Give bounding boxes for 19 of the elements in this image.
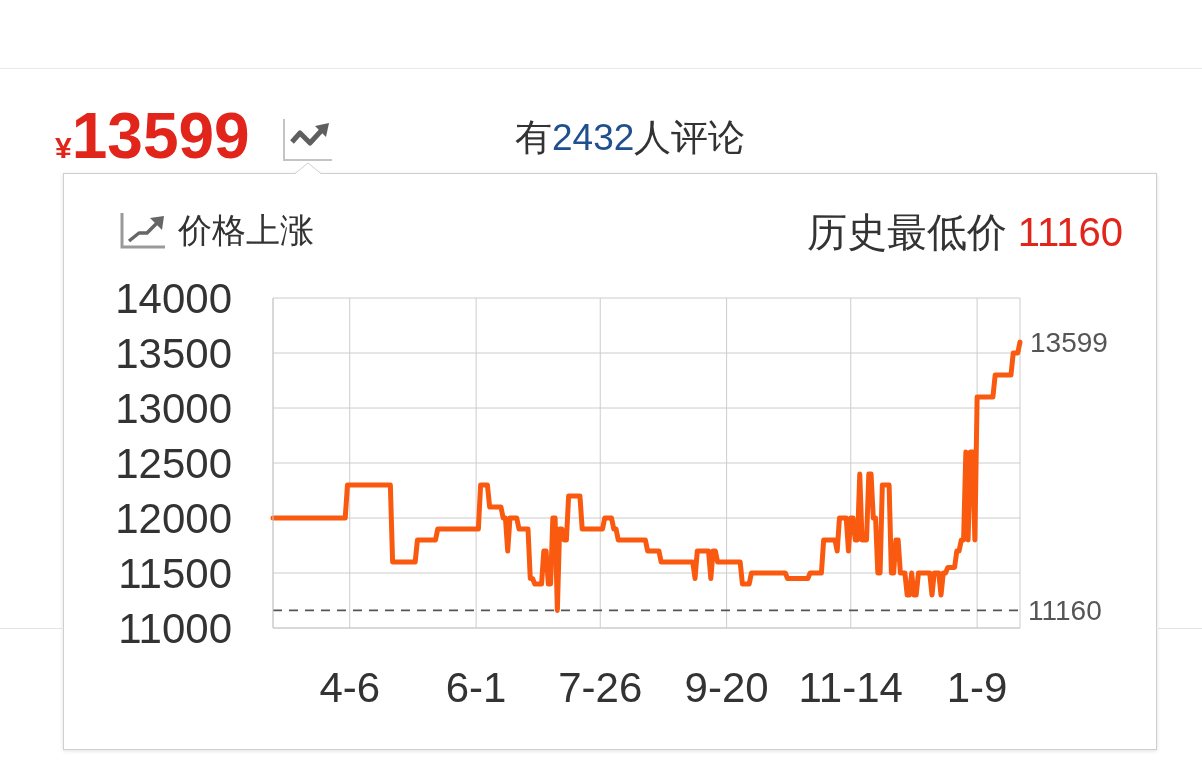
ref-line-label: 11160 [1028,594,1102,626]
x-tick-label: 9-20 [684,663,769,711]
chart-title: 价格上涨 [178,211,314,249]
text: 有2432人评论 [515,117,746,158]
x-tick-label: 4-6 [319,663,381,711]
y-tick-label: 13000 [115,384,232,432]
y-tick-label: 12000 [115,494,232,542]
x-tick-label: 1-9 [946,663,1008,711]
y-tick-label: 12500 [115,439,232,487]
x-tick-label: 11-14 [798,663,903,711]
y-tick-label: 14000 [115,274,232,322]
data-label: 13599 [1030,326,1108,358]
text: ¥13599 [55,100,250,172]
y-tick-label: 13500 [115,329,232,377]
y-tick-label: 11500 [118,549,232,597]
y-tick-label: 11000 [118,604,232,652]
chart-subtitle: 历史最低价 11160 [806,210,1123,254]
x-tick-label: 6-1 [445,663,507,711]
x-tick-label: 7-26 [558,663,643,711]
